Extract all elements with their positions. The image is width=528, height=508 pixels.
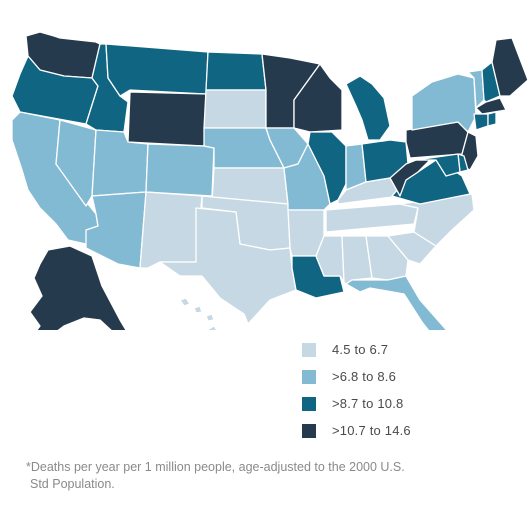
state-wv	[389, 159, 431, 197]
state-nm	[139, 191, 203, 269]
footnote-line-1: *Deaths per year per 1 million people, a…	[26, 460, 405, 474]
state-me	[491, 37, 528, 97]
state-tx	[159, 207, 297, 325]
footnote: *Deaths per year per 1 million people, a…	[26, 459, 506, 493]
state-co	[145, 143, 215, 197]
state-md	[415, 153, 461, 177]
us-choropleth-map	[11, 31, 528, 330]
state-nc	[399, 193, 475, 247]
state-mi	[345, 75, 391, 141]
state-hi	[179, 297, 191, 307]
state-hi3	[205, 313, 215, 322]
legend-item-2: >6.8 to 8.6	[302, 363, 512, 390]
state-sd	[203, 89, 267, 129]
legend-item-3: >8.7 to 10.8	[302, 390, 512, 417]
legend-swatch-2	[302, 369, 316, 384]
state-mt	[105, 43, 209, 97]
state-nh	[481, 61, 501, 103]
state-ny	[411, 73, 477, 133]
legend-swatch-3	[302, 396, 316, 411]
state-nv	[55, 119, 97, 207]
legend-swatch-4	[302, 423, 316, 438]
state-wy	[127, 91, 207, 147]
legend-label-1: 4.5 to 6.7	[332, 342, 389, 357]
state-ct	[473, 113, 489, 131]
footnote-line-2: Std Population.	[30, 477, 115, 491]
state-hi4	[206, 325, 218, 330]
state-wi	[293, 63, 343, 133]
legend: 4.5 to 6.7 >6.8 to 8.6 >8.7 to 10.8 >10.…	[302, 336, 512, 444]
state-nd	[205, 51, 267, 91]
legend-label-4: >10.7 to 14.6	[332, 423, 411, 438]
state-tn	[325, 203, 419, 233]
legend-label-2: >6.8 to 8.6	[332, 369, 397, 384]
legend-swatch-1	[302, 342, 316, 357]
state-ma	[475, 97, 507, 115]
legend-label-3: >8.7 to 10.8	[332, 396, 404, 411]
state-sc	[387, 231, 437, 265]
state-ak	[29, 245, 127, 330]
state-az	[85, 191, 147, 269]
legend-item-4: >10.7 to 14.6	[302, 417, 512, 444]
state-vt	[467, 69, 485, 109]
state-ri	[487, 111, 497, 127]
state-hi2	[193, 305, 203, 314]
state-fl	[345, 275, 448, 330]
legend-item-1: 4.5 to 6.7	[302, 336, 512, 363]
